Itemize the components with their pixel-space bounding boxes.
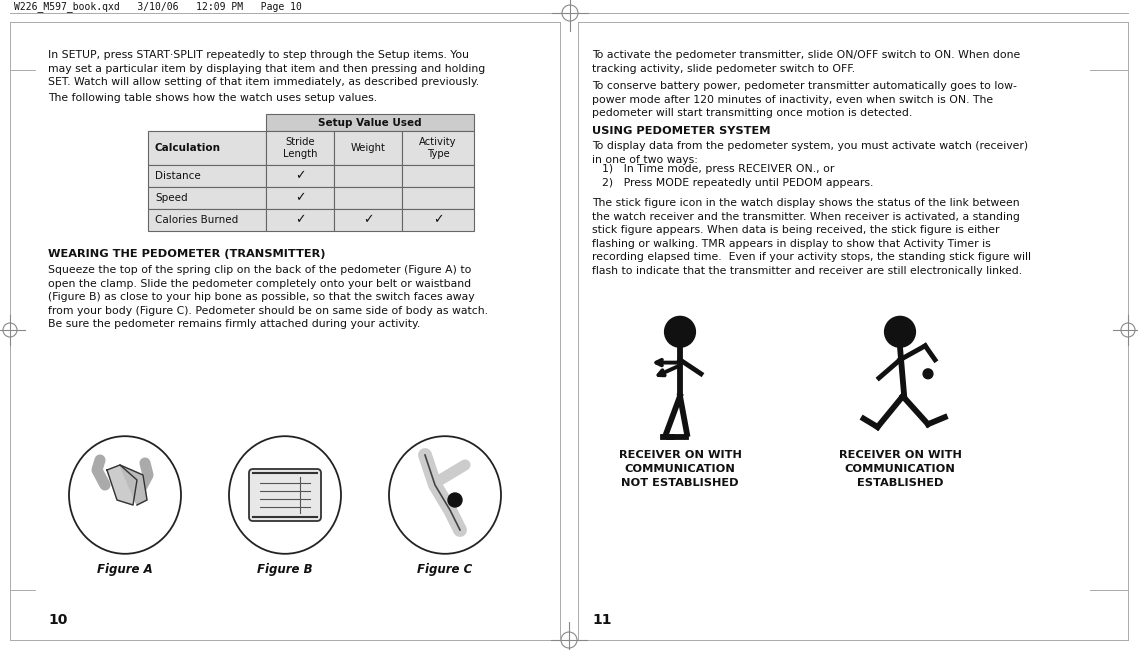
FancyBboxPatch shape — [402, 187, 475, 209]
Text: ✓: ✓ — [432, 213, 443, 226]
Text: Speed: Speed — [155, 193, 188, 203]
Text: USING PEDOMETER SYSTEM: USING PEDOMETER SYSTEM — [592, 126, 770, 136]
Text: Setup Value Used: Setup Value Used — [319, 118, 422, 127]
FancyBboxPatch shape — [333, 131, 402, 165]
FancyBboxPatch shape — [333, 165, 402, 187]
FancyBboxPatch shape — [266, 187, 333, 209]
Text: To activate the pedometer transmitter, slide ON/OFF switch to ON. When done
trac: To activate the pedometer transmitter, s… — [592, 50, 1021, 73]
FancyBboxPatch shape — [402, 165, 475, 187]
Circle shape — [884, 317, 915, 347]
FancyBboxPatch shape — [266, 165, 333, 187]
Circle shape — [665, 317, 695, 347]
Text: Distance: Distance — [155, 171, 200, 181]
Text: 11: 11 — [592, 613, 611, 627]
FancyBboxPatch shape — [249, 469, 321, 521]
FancyBboxPatch shape — [402, 209, 475, 231]
Text: To display data from the pedometer system, you must activate watch (receiver)
in: To display data from the pedometer syste… — [592, 141, 1028, 164]
Text: ✓: ✓ — [295, 170, 305, 183]
FancyBboxPatch shape — [402, 131, 475, 165]
Text: Figure B: Figure B — [257, 563, 313, 576]
FancyBboxPatch shape — [333, 209, 402, 231]
Text: 1)   In Time mode, press RECEIVER ON., or: 1) In Time mode, press RECEIVER ON., or — [602, 164, 834, 174]
Circle shape — [448, 493, 462, 507]
Circle shape — [923, 369, 933, 379]
Text: Calories Burned: Calories Burned — [155, 215, 238, 225]
Text: In SETUP, press START·SPLIT repeatedly to step through the Setup items. You
may : In SETUP, press START·SPLIT repeatedly t… — [48, 50, 485, 87]
Text: Stride
Length: Stride Length — [282, 136, 318, 159]
Text: Activity
Type: Activity Type — [419, 136, 456, 159]
Text: To conserve battery power, pedometer transmitter automatically goes to low-
powe: To conserve battery power, pedometer tra… — [592, 81, 1017, 118]
FancyBboxPatch shape — [148, 187, 266, 209]
FancyBboxPatch shape — [266, 209, 333, 231]
FancyBboxPatch shape — [148, 209, 266, 231]
Polygon shape — [107, 465, 137, 505]
Text: W226_M597_book.qxd   3/10/06   12:09 PM   Page 10: W226_M597_book.qxd 3/10/06 12:09 PM Page… — [14, 1, 302, 12]
Text: ✓: ✓ — [363, 213, 373, 226]
Text: Figure C: Figure C — [418, 563, 472, 576]
Text: Squeeze the top of the spring clip on the back of the pedometer (Figure A) to
op: Squeeze the top of the spring clip on th… — [48, 265, 488, 330]
Text: RECEIVER ON WITH
COMMUNICATION
NOT ESTABLISHED: RECEIVER ON WITH COMMUNICATION NOT ESTAB… — [619, 450, 742, 488]
FancyBboxPatch shape — [266, 114, 475, 131]
Text: The following table shows how the watch uses setup values.: The following table shows how the watch … — [48, 93, 377, 103]
Text: Calculation: Calculation — [155, 143, 221, 153]
Text: 2)   Press MODE repeatedly until PEDOM appears.: 2) Press MODE repeatedly until PEDOM app… — [602, 178, 873, 188]
FancyBboxPatch shape — [148, 131, 266, 165]
FancyBboxPatch shape — [333, 187, 402, 209]
Text: WEARING THE PEDOMETER (TRANSMITTER): WEARING THE PEDOMETER (TRANSMITTER) — [48, 249, 325, 259]
Text: 10: 10 — [48, 613, 67, 627]
FancyBboxPatch shape — [266, 131, 333, 165]
Text: Weight: Weight — [351, 143, 386, 153]
Text: ✓: ✓ — [295, 192, 305, 205]
Text: Figure A: Figure A — [97, 563, 152, 576]
Text: ✓: ✓ — [295, 213, 305, 226]
FancyBboxPatch shape — [148, 165, 266, 187]
Text: The stick figure icon in the watch display shows the status of the link between
: The stick figure icon in the watch displ… — [592, 198, 1031, 276]
Text: RECEIVER ON WITH
COMMUNICATION
ESTABLISHED: RECEIVER ON WITH COMMUNICATION ESTABLISH… — [839, 450, 962, 488]
Polygon shape — [119, 465, 147, 505]
